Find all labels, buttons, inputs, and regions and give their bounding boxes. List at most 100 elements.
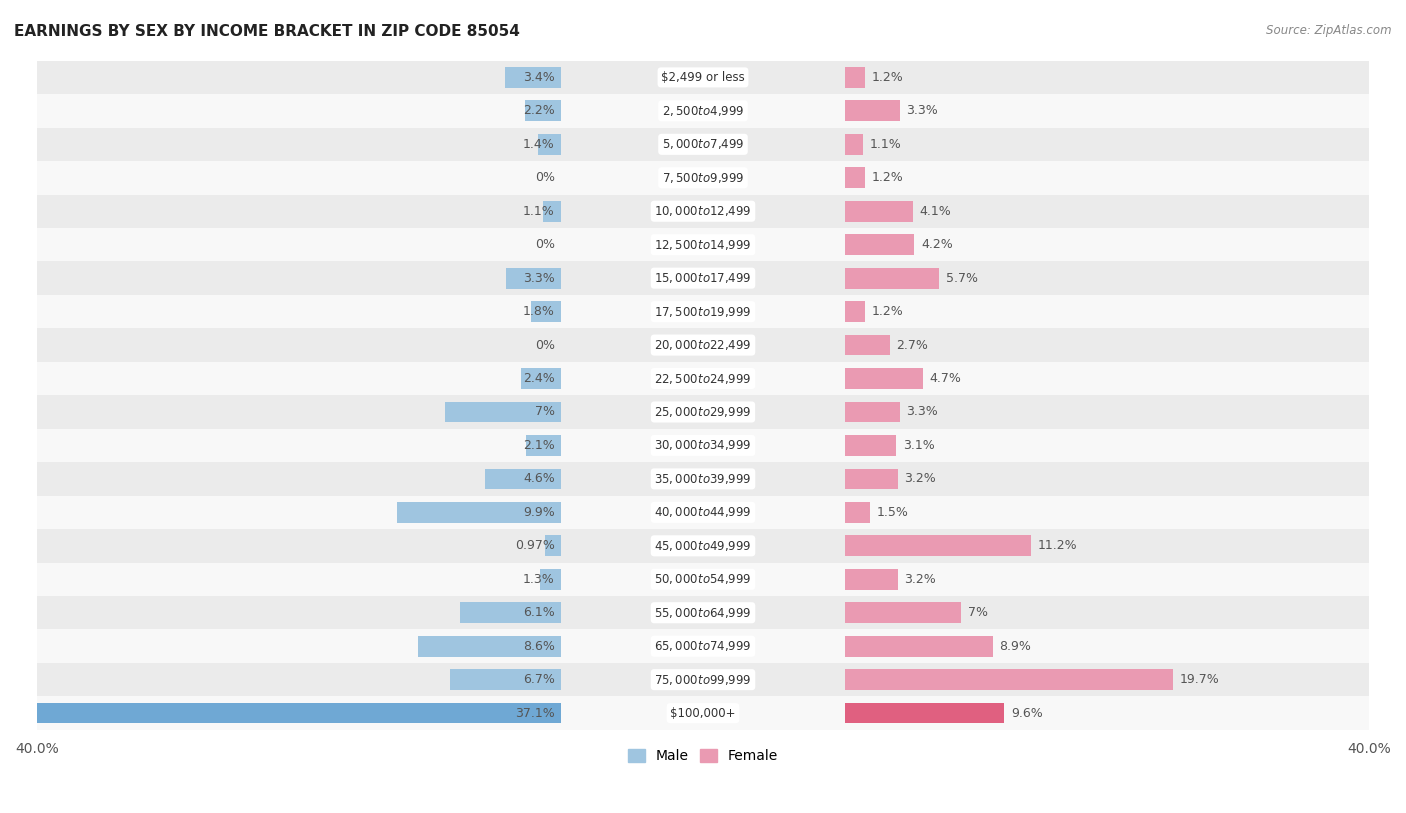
Bar (444, 402, 561, 423)
Text: $10,000 to $12,499: $10,000 to $12,499 (654, 204, 752, 218)
Bar (845, 702, 1004, 724)
Text: 4.2%: 4.2% (921, 238, 953, 251)
Text: 3.1%: 3.1% (903, 439, 935, 452)
Text: $12,500 to $14,999: $12,500 to $14,999 (654, 237, 752, 252)
Bar (37, 529, 1369, 563)
Bar (37, 697, 1369, 730)
Text: $55,000 to $64,999: $55,000 to $64,999 (654, 606, 752, 620)
Bar (522, 368, 561, 389)
Bar (37, 262, 1369, 295)
Text: 0.97%: 0.97% (515, 539, 555, 552)
Bar (845, 134, 863, 154)
Text: 0%: 0% (534, 238, 555, 251)
Bar (506, 267, 561, 289)
Text: 4.7%: 4.7% (929, 372, 962, 385)
Bar (845, 602, 962, 623)
Text: 1.1%: 1.1% (523, 205, 555, 218)
Text: 8.9%: 8.9% (1000, 640, 1031, 653)
Bar (37, 563, 1369, 596)
Bar (845, 636, 993, 657)
Bar (845, 502, 869, 523)
Text: 8.6%: 8.6% (523, 640, 555, 653)
Bar (505, 67, 561, 88)
Legend: Male, Female: Male, Female (623, 744, 783, 768)
Text: 1.4%: 1.4% (523, 138, 555, 151)
Bar (37, 629, 1369, 663)
Bar (546, 536, 561, 556)
Text: 6.1%: 6.1% (523, 606, 555, 620)
Text: $100,000+: $100,000+ (671, 706, 735, 720)
Text: $30,000 to $34,999: $30,000 to $34,999 (654, 438, 752, 453)
Bar (845, 267, 939, 289)
Text: 1.3%: 1.3% (523, 573, 555, 586)
Text: $5,000 to $7,499: $5,000 to $7,499 (662, 137, 744, 151)
Bar (543, 201, 561, 222)
Bar (37, 228, 1369, 262)
Bar (845, 468, 898, 489)
Bar (845, 234, 914, 255)
Bar (37, 128, 1369, 161)
Text: 19.7%: 19.7% (1180, 673, 1219, 686)
Bar (538, 134, 561, 154)
Bar (37, 161, 1369, 194)
Bar (524, 101, 561, 121)
Bar (450, 669, 561, 690)
Text: $75,000 to $99,999: $75,000 to $99,999 (654, 672, 752, 687)
Text: 5.7%: 5.7% (946, 272, 979, 285)
Bar (37, 496, 1369, 529)
Bar (845, 368, 922, 389)
Bar (485, 468, 561, 489)
Text: 3.3%: 3.3% (523, 272, 555, 285)
Bar (37, 395, 1369, 428)
Text: $7,500 to $9,999: $7,500 to $9,999 (662, 171, 744, 185)
Text: 2.7%: 2.7% (896, 338, 928, 351)
Text: 1.2%: 1.2% (872, 71, 903, 84)
Bar (37, 596, 1369, 629)
Text: 9.9%: 9.9% (523, 506, 555, 519)
Bar (845, 536, 1031, 556)
Text: 3.2%: 3.2% (904, 472, 936, 485)
Text: $15,000 to $17,499: $15,000 to $17,499 (654, 272, 752, 285)
Bar (845, 201, 912, 222)
Text: 0%: 0% (534, 172, 555, 185)
Text: $2,499 or less: $2,499 or less (661, 71, 745, 84)
Bar (540, 569, 561, 589)
Bar (396, 502, 561, 523)
Text: $22,500 to $24,999: $22,500 to $24,999 (654, 372, 752, 385)
Bar (37, 663, 1369, 697)
Bar (37, 61, 1369, 94)
Text: 4.1%: 4.1% (920, 205, 952, 218)
Text: 2.2%: 2.2% (523, 104, 555, 117)
Bar (37, 362, 1369, 395)
Text: $35,000 to $39,999: $35,000 to $39,999 (654, 472, 752, 486)
Bar (845, 167, 865, 188)
Bar (37, 462, 1369, 496)
Bar (460, 602, 561, 623)
Text: 6.7%: 6.7% (523, 673, 555, 686)
Bar (845, 569, 898, 589)
Text: 1.2%: 1.2% (872, 172, 903, 185)
Text: $25,000 to $29,999: $25,000 to $29,999 (654, 405, 752, 419)
Text: $2,500 to $4,999: $2,500 to $4,999 (662, 104, 744, 118)
Bar (845, 669, 1173, 690)
Bar (0, 702, 561, 724)
Text: $17,500 to $19,999: $17,500 to $19,999 (654, 305, 752, 319)
Bar (37, 328, 1369, 362)
Bar (845, 101, 900, 121)
Text: 4.6%: 4.6% (523, 472, 555, 485)
Bar (37, 295, 1369, 328)
Text: 2.4%: 2.4% (523, 372, 555, 385)
Text: 11.2%: 11.2% (1038, 539, 1077, 552)
Text: EARNINGS BY SEX BY INCOME BRACKET IN ZIP CODE 85054: EARNINGS BY SEX BY INCOME BRACKET IN ZIP… (14, 24, 520, 39)
Bar (845, 67, 865, 88)
Text: 1.8%: 1.8% (523, 305, 555, 318)
Text: 7%: 7% (967, 606, 988, 620)
Bar (845, 402, 900, 423)
Bar (845, 435, 896, 456)
Text: 37.1%: 37.1% (515, 706, 555, 720)
Text: $45,000 to $49,999: $45,000 to $49,999 (654, 539, 752, 553)
Bar (845, 302, 865, 322)
Text: 3.3%: 3.3% (907, 406, 938, 419)
Text: 3.3%: 3.3% (907, 104, 938, 117)
Text: 1.2%: 1.2% (872, 305, 903, 318)
